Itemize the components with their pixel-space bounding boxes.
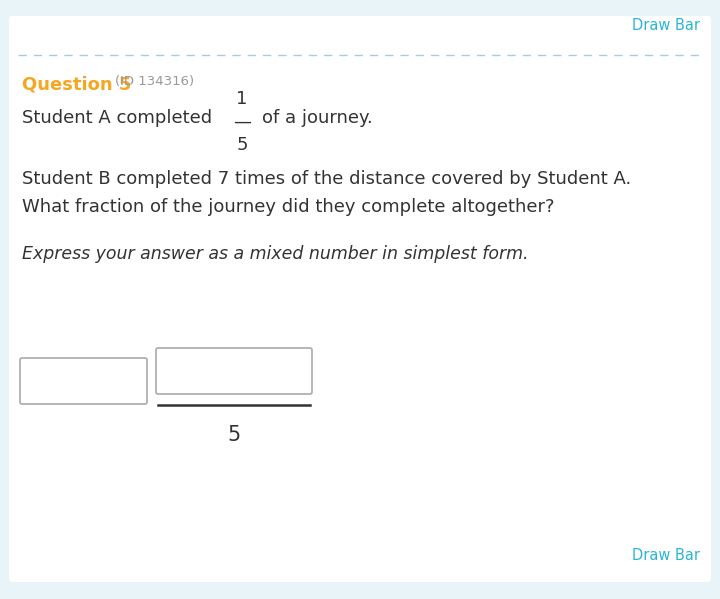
Text: Student B completed 7 times of the distance covered by Student A.: Student B completed 7 times of the dista… — [22, 170, 631, 188]
Text: —: — — [233, 113, 251, 131]
Text: What fraction of the journey did they complete altogether?: What fraction of the journey did they co… — [22, 198, 554, 216]
Text: Student A completed: Student A completed — [22, 109, 212, 127]
Text: Draw Bar: Draw Bar — [632, 18, 700, 33]
Text: 5: 5 — [228, 425, 240, 445]
Text: Question 5: Question 5 — [22, 75, 131, 93]
Text: Draw Bar: Draw Bar — [632, 548, 700, 563]
Text: 1: 1 — [236, 90, 248, 108]
FancyBboxPatch shape — [9, 16, 711, 582]
FancyBboxPatch shape — [156, 348, 312, 394]
Text: 5: 5 — [236, 136, 248, 154]
FancyBboxPatch shape — [20, 358, 147, 404]
Text: Express your answer as a mixed number in simplest form.: Express your answer as a mixed number in… — [22, 245, 528, 263]
Text: of a journey.: of a journey. — [262, 109, 373, 127]
Text: (ID 134316): (ID 134316) — [115, 75, 194, 88]
